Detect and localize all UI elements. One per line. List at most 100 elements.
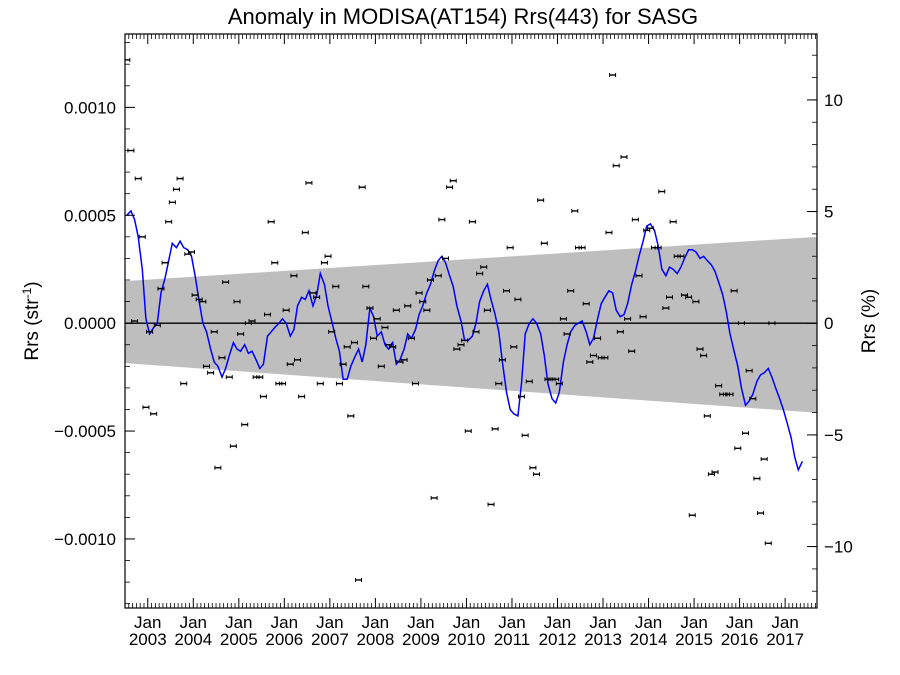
x-tick-label-year: 2004 (174, 630, 212, 649)
data-point (415, 290, 423, 295)
y-axis-right: 10 5 0 −5 −10 (807, 54, 853, 592)
data-point (518, 394, 526, 399)
variability-envelope (125, 236, 817, 413)
data-point (449, 178, 457, 183)
data-point (271, 260, 279, 265)
data-point (214, 465, 222, 470)
data-point (309, 290, 317, 295)
data-point (191, 293, 199, 298)
x-tick-label-year: 2009 (402, 630, 440, 649)
data-point (483, 308, 491, 313)
x-tick-label-year: 2013 (584, 630, 622, 649)
x-tick-label-year: 2014 (630, 630, 668, 649)
data-point (419, 299, 427, 304)
x-tick-label-year: 2017 (766, 630, 804, 649)
x-tick-label-year: 2008 (356, 630, 394, 649)
data-point (350, 340, 358, 345)
data-point (434, 273, 442, 278)
data-point (715, 383, 723, 388)
data-point (639, 314, 647, 319)
x-tick-label-year: 2005 (220, 630, 258, 649)
data-point (404, 303, 412, 308)
data-point (506, 245, 514, 250)
data-point (407, 336, 415, 341)
data-point (559, 316, 567, 321)
data-point (612, 163, 620, 168)
data-point (571, 208, 579, 213)
y-left-tick-label: 0.0010 (64, 98, 116, 117)
data-point (131, 319, 139, 323)
data-point (742, 431, 750, 436)
y-right-tick-label: −5 (824, 426, 843, 445)
data-point (237, 331, 245, 336)
data-point (423, 308, 431, 313)
x-tick-label-month: Jan (498, 613, 525, 632)
data-point (677, 254, 685, 259)
data-point (764, 541, 772, 546)
data-point (605, 230, 613, 235)
y-axis-right-title: Rrs (%) (859, 289, 880, 353)
monthly-anomaly-points (125, 57, 776, 582)
data-point (355, 577, 363, 582)
data-point (578, 245, 586, 250)
data-point (658, 189, 666, 194)
data-point (381, 325, 389, 330)
data-point (734, 446, 742, 451)
data-point (218, 355, 226, 360)
data-point (316, 381, 324, 386)
x-tick-label-month: Jan (635, 613, 662, 632)
data-point (438, 217, 446, 222)
data-point (646, 226, 654, 231)
x-tick-label-month: Jan (225, 613, 252, 632)
data-point (582, 301, 590, 306)
data-point (688, 513, 696, 518)
data-point (294, 357, 302, 362)
data-point (529, 465, 537, 470)
data-point (146, 329, 154, 334)
x-tick-label-month: Jan (726, 613, 753, 632)
data-point (396, 360, 404, 364)
data-point (487, 502, 495, 507)
data-point (521, 433, 529, 438)
data-point (620, 155, 628, 159)
data-point (377, 364, 385, 369)
data-point (628, 349, 636, 354)
y-axis-left-title-main: Rrs (str (22, 298, 43, 361)
data-point (202, 364, 210, 369)
data-point (446, 185, 454, 190)
data-point (635, 273, 643, 278)
x-tick-label-year: 2010 (448, 630, 486, 649)
data-point (392, 308, 400, 313)
data-point (385, 342, 393, 347)
data-point (730, 288, 738, 293)
data-point (601, 355, 609, 360)
data-point (491, 426, 499, 431)
data-point (282, 308, 290, 313)
data-point (707, 472, 715, 477)
y-right-tick-label: 0 (824, 314, 833, 333)
data-point (207, 370, 215, 375)
data-point (259, 394, 267, 399)
data-point (643, 228, 651, 233)
data-point (222, 280, 230, 285)
data-point (510, 344, 518, 349)
data-point (332, 284, 340, 289)
data-point (464, 429, 472, 434)
x-tick-label-year: 2007 (311, 630, 349, 649)
data-point (362, 284, 370, 289)
data-point (400, 357, 408, 362)
x-tick-label-month: Jan (134, 613, 161, 632)
data-point (555, 381, 563, 386)
data-point (745, 368, 753, 373)
data-point (389, 344, 397, 349)
data-point (749, 396, 757, 401)
data-point (685, 295, 693, 300)
data-point (138, 234, 146, 239)
data-point (335, 381, 343, 386)
data-point (665, 295, 673, 300)
data-point (244, 321, 252, 326)
data-point (589, 353, 597, 358)
y-axis-left-title: Rrs (str-1) (20, 281, 43, 360)
data-point (286, 362, 294, 367)
data-point (233, 299, 241, 304)
